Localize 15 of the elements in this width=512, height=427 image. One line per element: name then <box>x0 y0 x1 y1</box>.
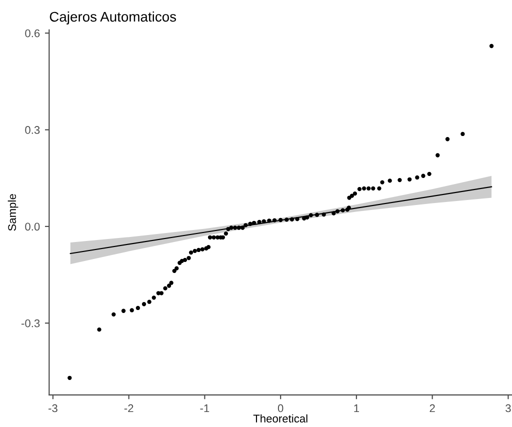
y-tick-label: 0.0 <box>25 222 40 231</box>
y-tick-label: 0.6 <box>25 29 40 38</box>
x-tick-label: 2 <box>430 404 435 412</box>
x-axis-title: Theoretical <box>253 414 308 423</box>
x-tick-label: 3 <box>506 404 511 412</box>
x-tick-label: 1 <box>354 404 359 412</box>
x-tick-label: 0 <box>278 404 284 412</box>
chart-title: Cajeros Automaticos <box>50 11 176 24</box>
line-series <box>70 186 492 254</box>
y-axis-title: Sample <box>8 194 18 231</box>
x-tick-label: -1 <box>200 404 210 412</box>
y-tick-label: -0.3 <box>21 319 40 328</box>
y-tick-label: 0.3 <box>25 126 40 134</box>
x-tick-label: -2 <box>124 404 134 412</box>
x-tick-label: -3 <box>48 404 58 412</box>
